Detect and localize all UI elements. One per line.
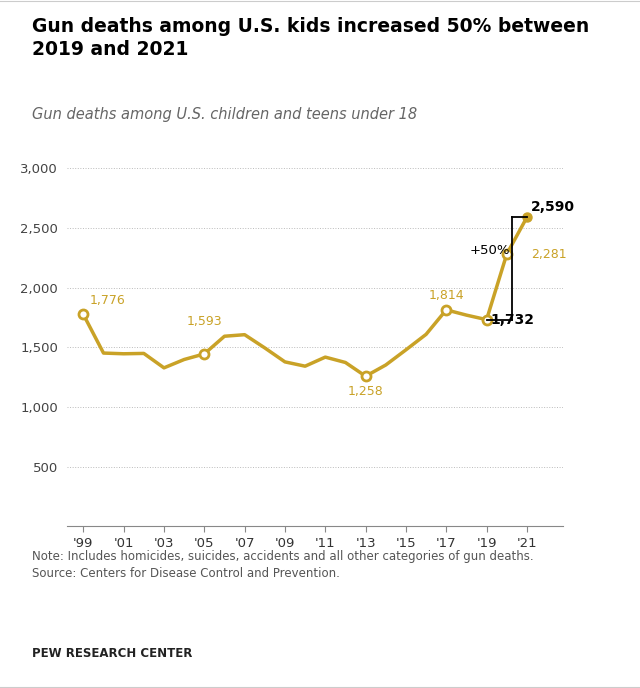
Text: +50%: +50% [469, 244, 510, 257]
Text: 1,258: 1,258 [348, 385, 383, 398]
Text: 2,281: 2,281 [531, 248, 566, 261]
Text: 1,776: 1,776 [90, 294, 125, 308]
Text: PEW RESEARCH CENTER: PEW RESEARCH CENTER [32, 647, 193, 660]
Text: Gun deaths among U.S. children and teens under 18: Gun deaths among U.S. children and teens… [32, 107, 417, 122]
Text: 1,814: 1,814 [428, 289, 464, 302]
Text: 1,732: 1,732 [491, 312, 534, 327]
Text: 1,593: 1,593 [186, 316, 222, 328]
Text: Note: Includes homicides, suicides, accidents and all other categories of gun de: Note: Includes homicides, suicides, acci… [32, 550, 534, 581]
Text: 2,590: 2,590 [531, 200, 575, 214]
Text: Gun deaths among U.S. kids increased 50% between
2019 and 2021: Gun deaths among U.S. kids increased 50%… [32, 17, 589, 59]
